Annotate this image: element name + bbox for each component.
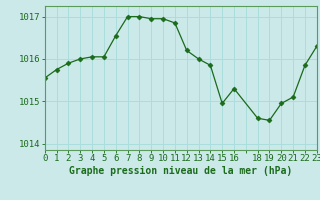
- X-axis label: Graphe pression niveau de la mer (hPa): Graphe pression niveau de la mer (hPa): [69, 166, 292, 176]
